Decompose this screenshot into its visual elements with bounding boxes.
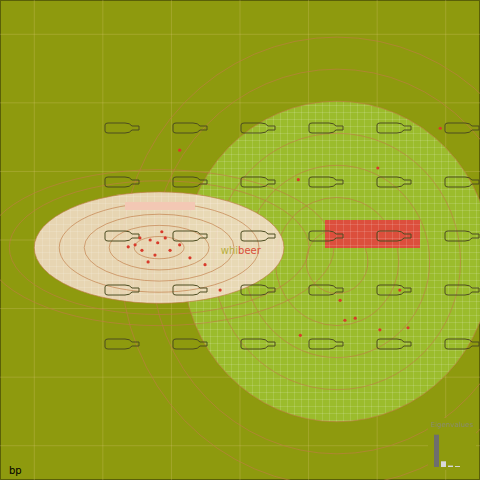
eigen-bar [441,461,446,467]
bottle-icon [377,123,411,133]
bottle-icon [105,123,139,133]
corner-label: bp [9,465,22,476]
bottle-icon [173,285,207,295]
bottle-icon [309,285,343,295]
point [297,178,300,181]
bottle-icon [173,177,207,187]
grid-line-y [0,102,480,103]
density-contour [34,192,284,303]
bottle-icon [445,231,479,241]
point [164,236,167,239]
density-region [0,170,334,326]
bottle-icons [105,123,479,349]
point [343,319,346,322]
inset-title: Eigenvalues [431,421,474,429]
bottle-icon [241,177,275,187]
point [354,317,357,320]
background [0,0,480,480]
bottle-icon [309,231,343,241]
point [147,260,150,263]
class-label-part: beer [238,245,262,256]
grid-line-y [0,445,480,446]
point [219,288,222,291]
series-points [127,230,207,266]
density-contour [9,181,309,315]
class-label-part: whi [221,245,238,256]
point [406,326,409,329]
point [376,166,379,169]
eigen-bar [455,466,460,468]
plot-area [0,37,480,480]
bottle-icon [105,339,139,349]
density-fill [34,192,284,303]
point [138,236,141,239]
point [168,249,171,252]
density-contour [134,236,184,258]
eigen-bar [448,466,453,467]
density-contour [109,225,209,270]
point [140,249,143,252]
bottle-icon [309,339,343,349]
frame [1,1,480,480]
point [299,334,302,337]
point [127,245,130,248]
bottle-icon [377,339,411,349]
point [133,243,136,246]
bottle-icon [105,231,139,241]
bottle-icon [377,285,411,295]
point [178,149,181,152]
point [149,238,152,241]
point [378,328,381,331]
bottle-icon [241,231,275,241]
class-label: whibeer [221,245,262,256]
density-contour [59,203,259,292]
point [398,288,401,291]
bottle-icon [377,231,411,241]
point [156,241,159,244]
bottle-icon [309,177,343,187]
bottle-icon [173,123,207,133]
inset-background [428,418,476,470]
density-contour [84,214,234,281]
bottle-icon [445,339,479,349]
density-contour [275,197,398,325]
eigenvalues-inset: Eigenvalues [428,418,476,470]
eigen-bar [434,435,439,467]
bottle-icon [377,177,411,187]
point [188,256,191,259]
bottle-icon [105,177,139,187]
bottle-icon [173,231,207,241]
series-points [178,127,442,337]
point [339,299,342,302]
bottle-icon [445,177,479,187]
point [178,243,181,246]
point [439,127,442,130]
bottle-icon [241,285,275,295]
bottle-icon [445,285,479,295]
bottle-icon [445,123,479,133]
grid [0,0,480,480]
bottle-icon [241,339,275,349]
point [203,263,206,266]
point [153,253,156,256]
bottle-icon [241,123,275,133]
bottle-icon [173,339,207,349]
bottle-icon [105,285,139,295]
density-contour [0,170,334,326]
bottle-icon [309,123,343,133]
density-hatch [34,192,284,303]
highlight-patch [125,202,195,210]
chart: whibeer bp Eigenvalues [0,0,480,480]
point [160,230,163,233]
grid-line-y [0,34,480,35]
